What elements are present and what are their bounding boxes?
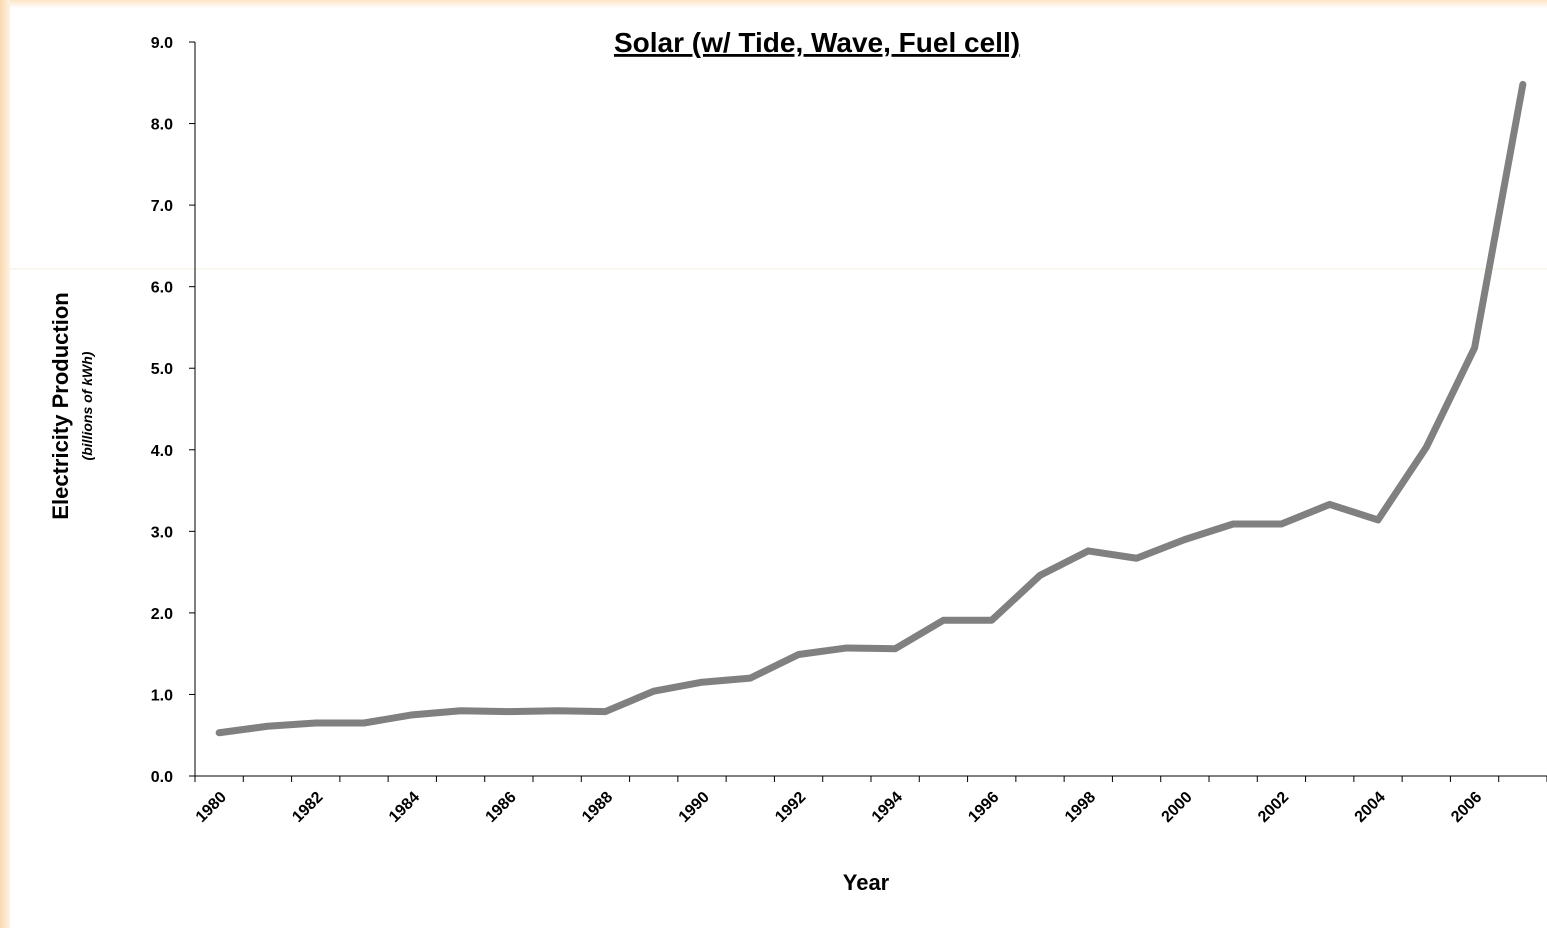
left-edge [0, 0, 10, 928]
y-tick-label: 2.0 [151, 606, 173, 623]
y-axis-sublabel: (billions of kWh) [79, 351, 95, 460]
y-tick-label: 3.0 [151, 524, 173, 541]
y-axis-label: Electricity Production [48, 292, 73, 519]
y-tick-label: 4.0 [151, 443, 173, 460]
y-tick-label: 0.0 [151, 769, 173, 786]
chart-title: Solar (w/ Tide, Wave, Fuel cell) [614, 27, 1020, 58]
y-tick-label: 9.0 [151, 35, 173, 52]
y-tick-label: 6.0 [151, 280, 173, 297]
y-tick-label: 5.0 [151, 361, 173, 378]
line-series [215, 80, 1527, 737]
y-tick-label: 1.0 [151, 687, 173, 704]
x-axis-label: Year [843, 870, 890, 895]
y-tick-label: 7.0 [151, 198, 173, 215]
y-tick-label: 8.0 [151, 117, 173, 134]
top-edge [0, 0, 1547, 8]
